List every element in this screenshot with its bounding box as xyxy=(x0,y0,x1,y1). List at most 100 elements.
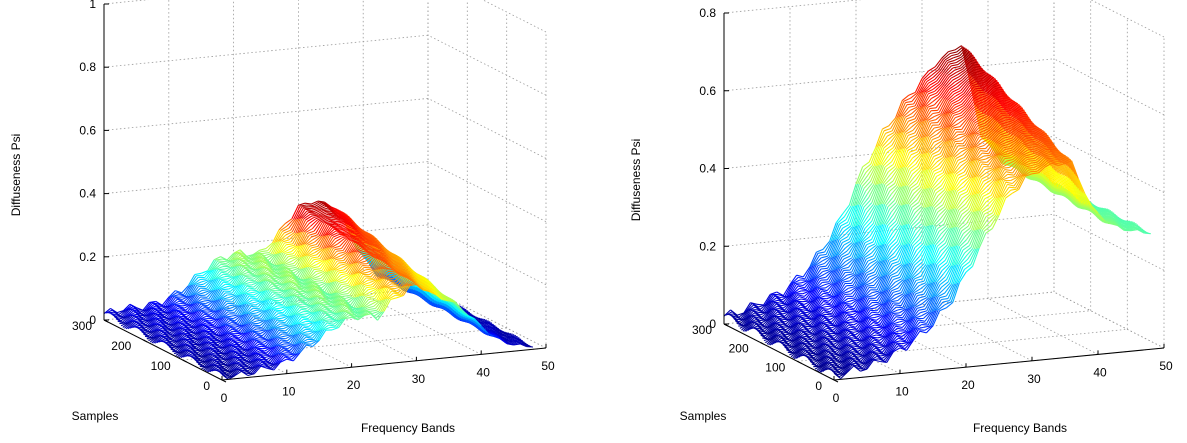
surface-mesh-segment xyxy=(254,325,261,326)
grid-line xyxy=(988,298,1098,354)
surface-mesh-segment xyxy=(367,287,374,288)
surface-mesh-segment xyxy=(231,315,237,316)
surface-mesh-segment xyxy=(865,203,872,210)
surface-mesh-segment xyxy=(929,120,936,122)
surface-mesh-segment xyxy=(367,297,374,298)
surface-mesh-segment xyxy=(371,310,378,311)
surface-mesh-segment xyxy=(277,320,284,321)
surface-mesh-segment xyxy=(805,318,812,319)
surface-mesh-segment xyxy=(250,282,257,283)
surface-mesh-segment xyxy=(910,135,917,138)
surface-mesh-segment xyxy=(261,340,268,341)
surface-mesh-segment xyxy=(243,275,250,276)
surface-mesh-segment xyxy=(757,304,764,305)
surface-mesh-segment xyxy=(221,272,227,273)
surface-mesh-segment xyxy=(819,277,826,278)
surface-mesh-segment xyxy=(223,274,230,275)
surface-mesh-segment xyxy=(958,134,965,135)
surface-mesh-segment xyxy=(281,340,288,341)
surface-mesh-segment xyxy=(251,298,257,299)
surface-mesh-segment xyxy=(252,323,259,324)
surface-mesh-segment xyxy=(798,295,805,297)
surface-mesh-segment xyxy=(822,300,829,302)
x-axis-label: Frequency Bands xyxy=(361,421,455,435)
surface-mesh-segment xyxy=(227,286,233,287)
grid-line xyxy=(724,0,1054,13)
surface-mesh-segment xyxy=(822,282,829,283)
surface-mesh-segment xyxy=(298,314,305,315)
surface-mesh-segment xyxy=(179,295,186,296)
surface-mesh-segment xyxy=(907,104,914,105)
surface-mesh-segment xyxy=(327,213,333,214)
surface-mesh-segment xyxy=(218,261,225,262)
surface-mesh-segment xyxy=(394,293,401,294)
surface-mesh-segment xyxy=(248,280,254,281)
grid-line xyxy=(428,162,546,222)
surface-mesh-segment xyxy=(341,264,348,266)
surface-mesh-segment xyxy=(225,276,232,277)
surface-mesh-segment xyxy=(340,282,347,283)
surface-mesh-segment xyxy=(398,274,405,275)
surface-mesh-segment xyxy=(275,318,282,319)
surface-mesh-segment xyxy=(273,308,280,309)
surface-mesh-segment xyxy=(821,256,828,258)
surface-mesh-segment xyxy=(229,326,235,327)
surface-mesh-segment xyxy=(868,272,875,275)
surface-mesh-segment xyxy=(256,348,263,349)
surface-mesh-segment xyxy=(824,293,831,295)
surface-mesh-segment xyxy=(821,268,828,269)
surface-mesh-segment xyxy=(366,269,373,270)
surface-mesh-segment xyxy=(280,324,287,325)
surface-mesh-segment xyxy=(316,281,322,282)
surface-mesh-segment xyxy=(228,312,235,313)
surface-mesh-segment xyxy=(362,266,369,267)
surface-mesh-segment xyxy=(302,326,309,327)
x-tick-label: 10 xyxy=(282,385,296,399)
surface-mesh-segment xyxy=(277,297,284,298)
surface-mesh-segment xyxy=(333,246,340,248)
surface-mesh-segment xyxy=(197,284,204,285)
surface-mesh-segment xyxy=(996,89,1003,90)
surface-mesh-segment xyxy=(951,65,958,66)
surface-mesh-segment xyxy=(219,262,226,263)
surface-mesh-segment xyxy=(908,133,915,135)
surface-mesh-segment xyxy=(306,337,313,338)
surface-mesh-segment xyxy=(314,269,321,270)
surface-mesh-segment xyxy=(282,355,288,356)
surface-mesh-segment xyxy=(260,249,267,251)
surface-mesh-segment xyxy=(263,253,270,254)
surface-mesh-segment xyxy=(816,249,823,252)
surface-mesh-segment xyxy=(798,277,805,279)
surface-mesh-segment xyxy=(953,67,960,68)
surface-mesh-segment xyxy=(281,332,288,333)
surface-mesh-segment xyxy=(799,297,806,299)
surface-mesh-segment xyxy=(324,320,331,321)
surface-mesh-segment xyxy=(302,317,309,318)
surface-mesh-segment xyxy=(368,279,375,280)
surface-mesh-segment xyxy=(368,288,375,290)
surface-mesh-segment xyxy=(866,183,873,191)
surface-mesh-segment xyxy=(176,305,183,306)
surface-mesh-segment xyxy=(948,50,955,52)
surface-mesh-segment xyxy=(934,139,941,142)
surface-mesh-segment xyxy=(246,373,253,374)
surface-mesh-segment xyxy=(934,127,941,128)
surface-mesh-segment xyxy=(312,215,319,216)
grid-line xyxy=(1054,292,1164,348)
surface-mesh-segment xyxy=(950,63,957,64)
grid-line xyxy=(428,35,546,95)
surface-mesh-segment xyxy=(365,285,372,286)
surface-mesh-segment xyxy=(234,331,241,332)
surface-mesh-segment xyxy=(250,290,257,291)
grid-line xyxy=(104,0,428,4)
surface-mesh-segment xyxy=(232,351,239,352)
surface-mesh-segment xyxy=(304,327,311,328)
surface-mesh-segment xyxy=(338,270,344,271)
grid-line xyxy=(724,59,1054,91)
surface xyxy=(724,46,1151,379)
surface-mesh-segment xyxy=(314,279,321,280)
surface-mesh-segment xyxy=(842,239,849,242)
surface-mesh-segment xyxy=(335,258,342,259)
